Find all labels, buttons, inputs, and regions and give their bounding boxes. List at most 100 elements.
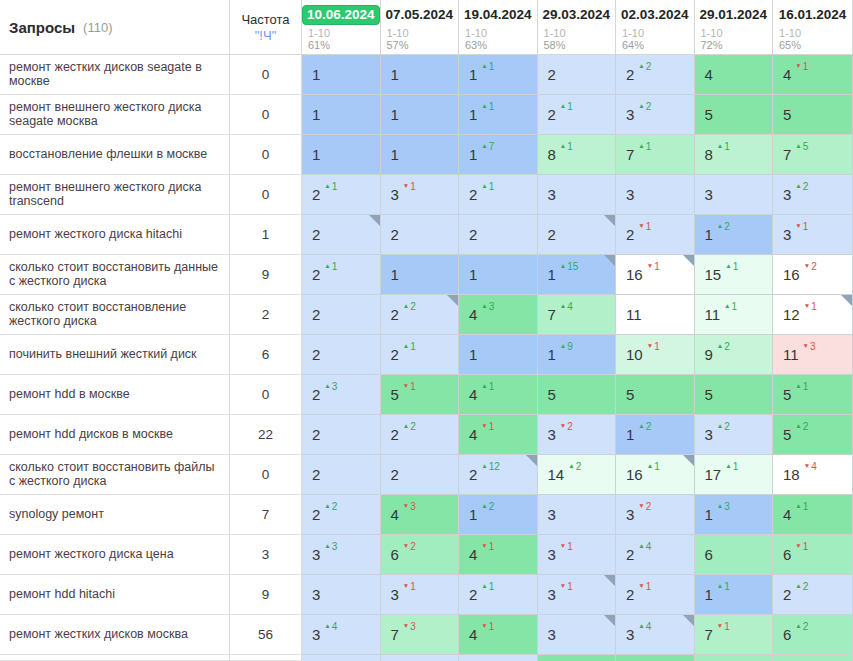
position-cell[interactable]: 2▼1 (616, 215, 695, 255)
position-cell[interactable]: 6▼1 (773, 535, 853, 575)
position-cell[interactable]: 8▲1 (538, 135, 617, 175)
position-cell[interactable]: 3▲4 (302, 615, 381, 655)
position-cell[interactable]: 3 (616, 175, 695, 215)
position-cell[interactable]: 1▲1 (459, 95, 538, 135)
position-cell[interactable]: 16▲1 (616, 455, 695, 495)
position-cell[interactable]: 2▲1 (302, 255, 381, 295)
position-cell[interactable] (538, 655, 617, 661)
date-column-header[interactable]: 07.05.20241-1057% (381, 0, 460, 55)
selected-date-pill[interactable]: 10.06.2024 (302, 5, 380, 25)
position-cell[interactable]: 1▲15 (538, 255, 617, 295)
position-cell[interactable]: 4▼1 (459, 535, 538, 575)
position-cell[interactable]: 4▲3 (459, 295, 538, 335)
position-cell[interactable]: 1 (459, 335, 538, 375)
position-cell[interactable]: 7▲1 (616, 135, 695, 175)
date-label[interactable]: 10.06.2024 (302, 5, 380, 25)
position-cell[interactable]: 1▲2 (616, 415, 695, 455)
position-cell[interactable]: 4▼1 (773, 55, 853, 95)
position-cell[interactable]: 1▲3 (695, 495, 774, 535)
position-cell[interactable]: 15▲1 (695, 255, 774, 295)
position-cell[interactable]: 3▼1 (538, 575, 617, 615)
keyword-link[interactable]: ремонт hdd в москве (9, 388, 130, 402)
position-cell[interactable]: 11 (616, 295, 695, 335)
date-column-header[interactable]: 29.03.20241-1058% (538, 0, 617, 55)
position-cell[interactable]: 2▲3 (302, 375, 381, 415)
position-cell[interactable]: 3▲3 (302, 535, 381, 575)
position-cell[interactable]: 1 (459, 255, 538, 295)
date-label[interactable]: 29.01.2024 (695, 5, 773, 25)
position-cell[interactable]: 2▲2 (302, 495, 381, 535)
position-cell[interactable]: 2▲1 (538, 95, 617, 135)
position-cell[interactable]: 5 (538, 375, 617, 415)
position-cell[interactable]: 6▼2 (381, 535, 460, 575)
date-label[interactable]: 19.04.2024 (459, 5, 537, 25)
date-column-header[interactable]: 10.06.20241-1061% (302, 0, 381, 55)
position-cell[interactable]: 9▲2 (695, 335, 774, 375)
position-cell[interactable]: 2▲2 (381, 415, 460, 455)
position-cell[interactable]: 2▲2 (616, 55, 695, 95)
keyword-link[interactable]: ремонт внешнего жесткого диска seagate м… (9, 101, 219, 128)
position-cell[interactable]: 2▲2 (381, 295, 460, 335)
keyword-link[interactable]: ремонт жестких дисков москва (9, 628, 188, 642)
position-cell[interactable]: 2▲1 (302, 175, 381, 215)
keyword-link[interactable]: починить внешний жесткий диск (9, 348, 197, 362)
date-label[interactable]: 02.03.2024 (616, 5, 694, 25)
position-cell[interactable]: 1▲7 (459, 135, 538, 175)
position-cell[interactable]: 5 (616, 375, 695, 415)
position-cell[interactable]: 7▲4 (538, 295, 617, 335)
keyword-link[interactable]: ремонт hdd дисков в москве (9, 428, 173, 442)
position-cell[interactable]: 2 (538, 215, 617, 255)
position-cell[interactable]: 4▼1 (459, 415, 538, 455)
keyword-link[interactable]: сколько стоит восстановить данные с жест… (9, 261, 219, 288)
position-cell[interactable]: 2▲1 (459, 575, 538, 615)
position-cell[interactable]: 1 (302, 55, 381, 95)
position-cell[interactable]: 18▼4 (773, 455, 853, 495)
keyword-link[interactable]: synology ремонт (9, 508, 104, 522)
keyword-link[interactable]: сколько стоит восстановить файлы с жестк… (9, 461, 219, 488)
position-cell[interactable]: 1 (381, 95, 460, 135)
date-label[interactable]: 29.03.2024 (538, 5, 616, 25)
position-cell[interactable]: 2 (302, 295, 381, 335)
position-cell[interactable]: 3▼1 (773, 215, 853, 255)
date-label[interactable]: 16.01.2024 (773, 5, 852, 25)
position-cell[interactable]: 3▼1 (538, 535, 617, 575)
position-cell[interactable]: 1▲1 (459, 55, 538, 95)
position-cell[interactable]: 3▲2 (616, 95, 695, 135)
position-cell[interactable]: 3 (538, 615, 617, 655)
position-cell[interactable]: 16▼2 (773, 255, 853, 295)
position-cell[interactable]: 2 (302, 415, 381, 455)
position-cell[interactable] (773, 655, 853, 661)
position-cell[interactable]: 2 (381, 455, 460, 495)
position-cell[interactable]: 2▲2 (773, 575, 853, 615)
date-column-header[interactable]: 16.01.20241-1065% (773, 0, 853, 55)
date-column-header[interactable]: 19.04.20241-1063% (459, 0, 538, 55)
position-cell[interactable]: 3▼1 (381, 175, 460, 215)
position-cell[interactable]: 1 (302, 135, 381, 175)
position-cell[interactable] (459, 655, 538, 661)
position-cell[interactable] (616, 655, 695, 661)
position-cell[interactable]: 4▼3 (381, 495, 460, 535)
keyword-link[interactable]: восстановление флешки в москве (9, 148, 207, 162)
position-cell[interactable]: 2▲12 (459, 455, 538, 495)
position-cell[interactable]: 2▲4 (616, 535, 695, 575)
frequency-column-header[interactable]: Частота "!Ч" (230, 0, 302, 55)
position-cell[interactable]: 3 (695, 175, 774, 215)
position-cell[interactable]: 2 (538, 55, 617, 95)
position-cell[interactable]: 2 (302, 335, 381, 375)
position-cell[interactable]: 7▼1 (695, 615, 774, 655)
keyword-link[interactable]: ремонт жестких дисков seagate в москве (9, 61, 219, 88)
position-cell[interactable]: 1▲1 (695, 575, 774, 615)
position-cell[interactable]: 8▲1 (695, 135, 774, 175)
position-cell[interactable] (381, 655, 460, 661)
position-cell[interactable]: 14▲2 (538, 455, 617, 495)
position-cell[interactable]: 5▼1 (381, 375, 460, 415)
keyword-link[interactable]: ремонт жесткого диска цена (9, 548, 174, 562)
position-cell[interactable]: 3 (538, 495, 617, 535)
position-cell[interactable]: 11▼3 (773, 335, 853, 375)
position-cell[interactable]: 3 (538, 175, 617, 215)
position-cell[interactable]: 6▲2 (773, 615, 853, 655)
position-cell[interactable]: 3▲4 (616, 615, 695, 655)
keyword-link[interactable]: ремонт жесткого диска hitachi (9, 228, 182, 242)
position-cell[interactable]: 1▲2 (459, 495, 538, 535)
position-cell[interactable]: 7▼3 (381, 615, 460, 655)
